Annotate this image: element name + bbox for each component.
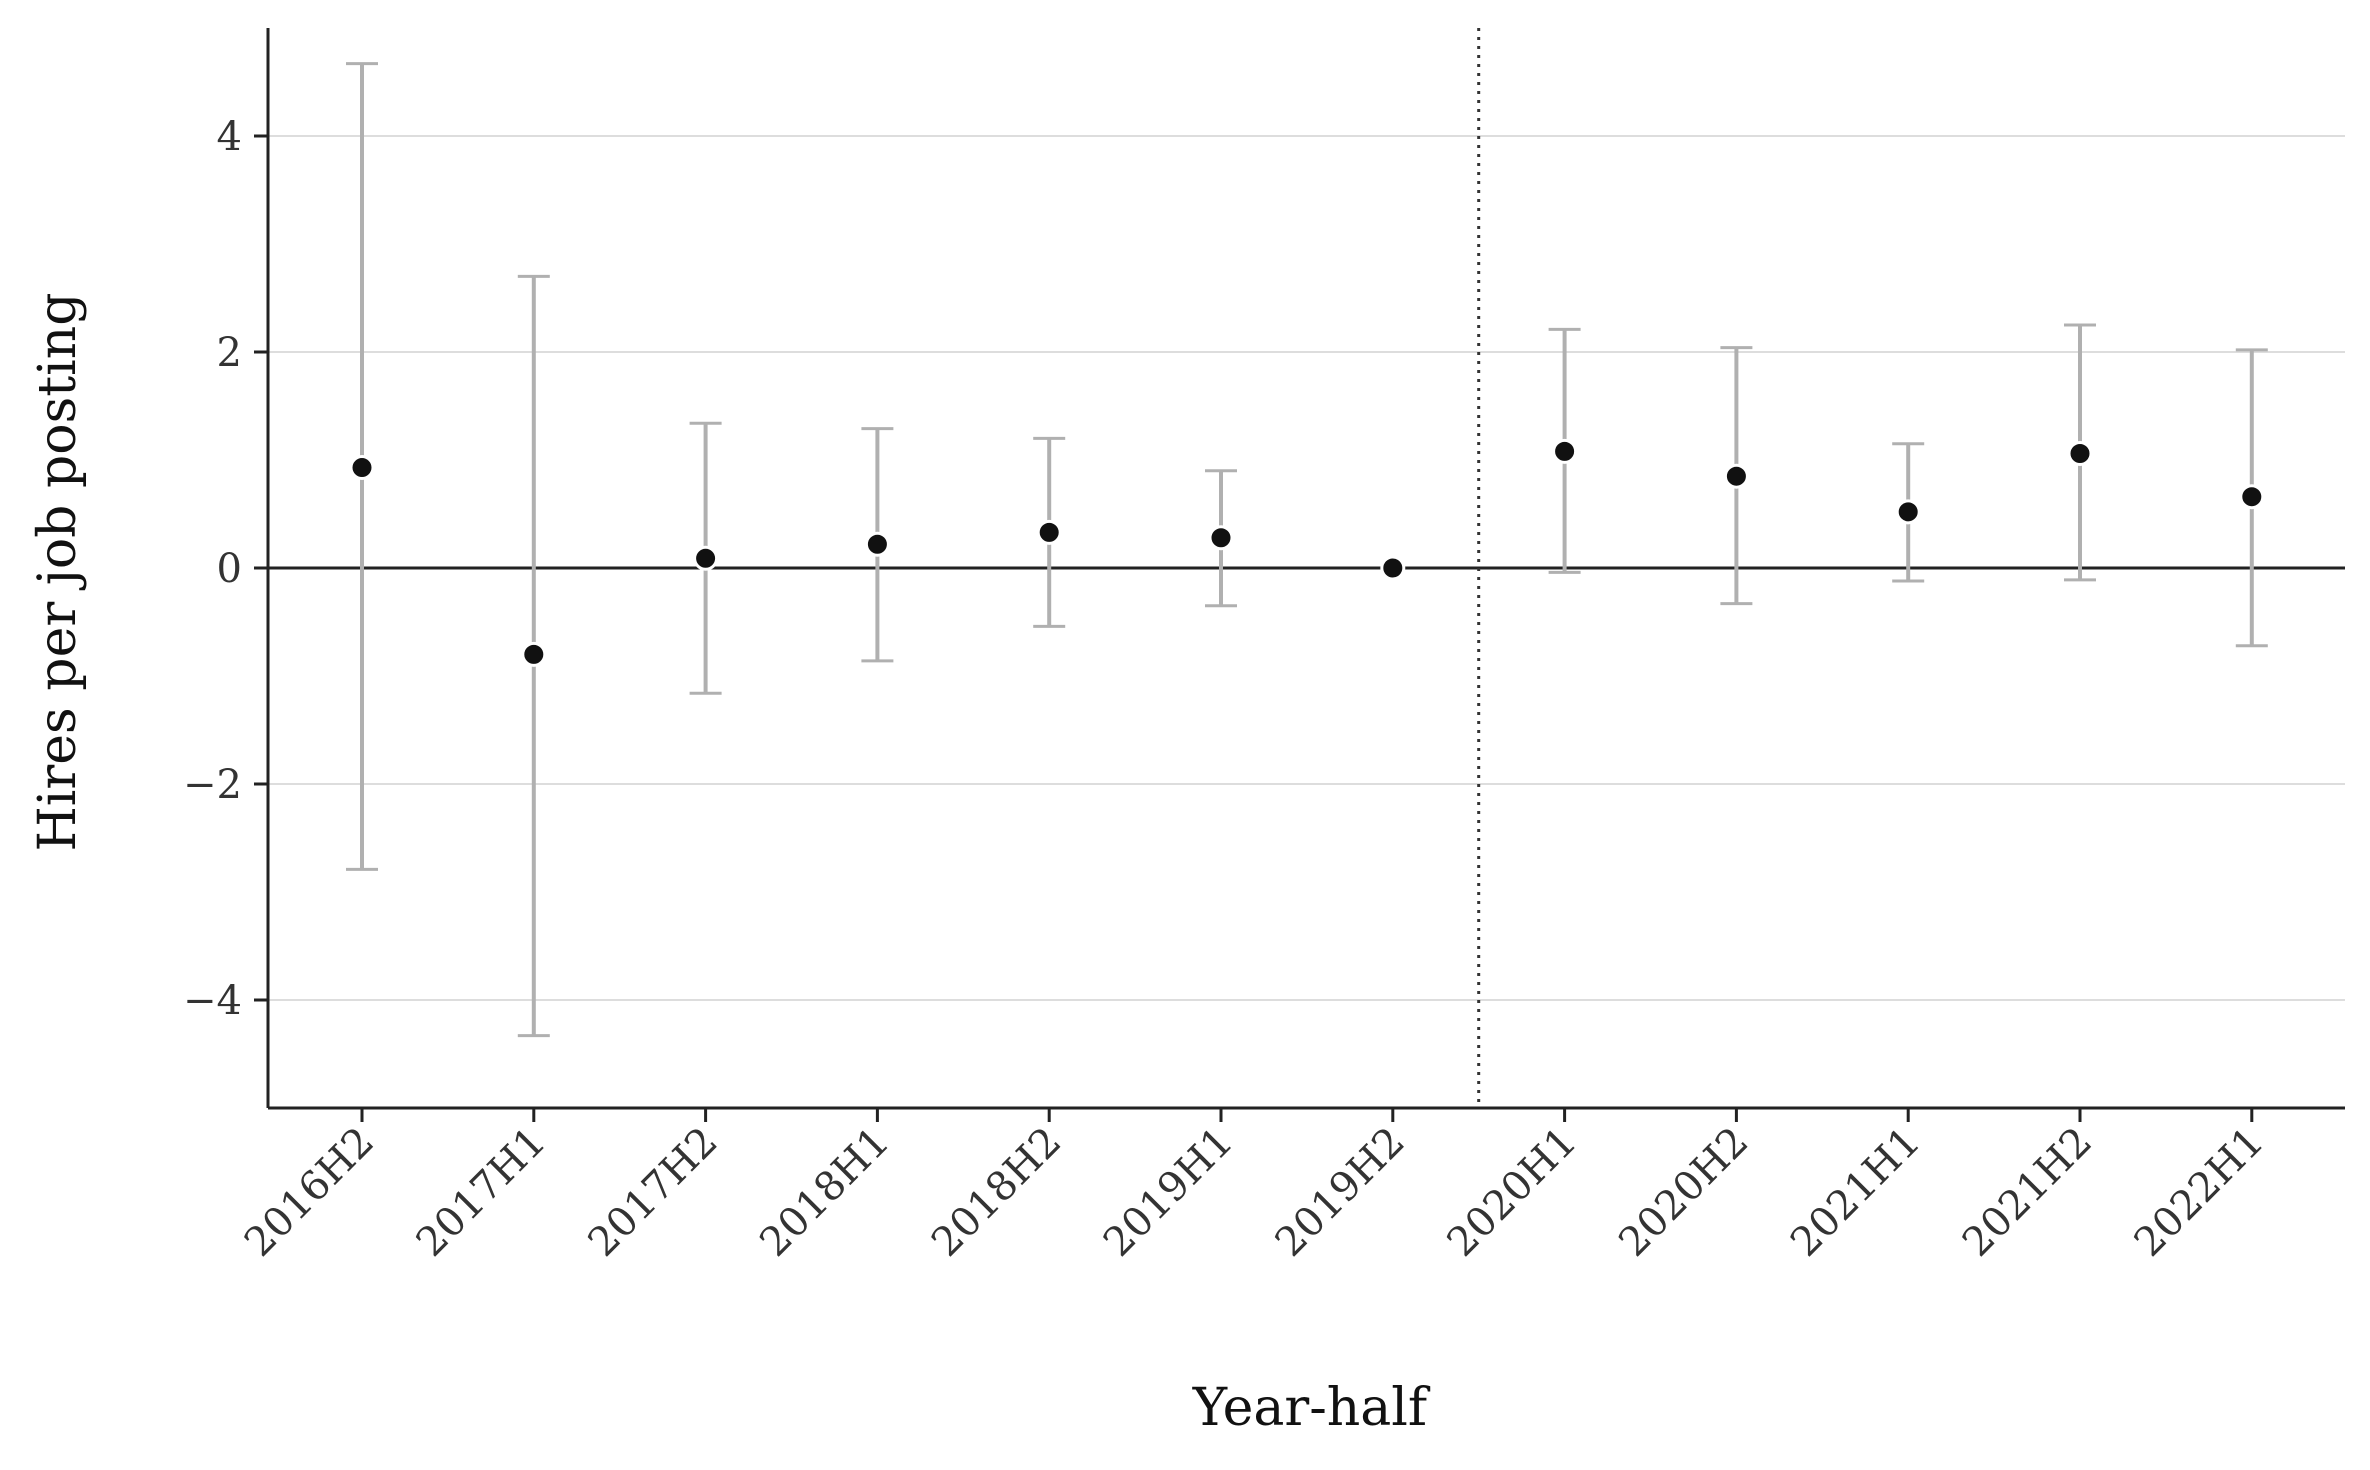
x-tick-label: 2021H2 [1954, 1119, 2101, 1266]
x-tick-label: 2021H1 [1782, 1119, 1929, 1266]
error-bars [346, 62, 2268, 1038]
data-point [1552, 438, 1578, 464]
data-point [1895, 499, 1921, 525]
data-point [1036, 519, 1062, 545]
x-ticks: 2016H2 2017H1 2017H2 2018H1 2018H2 2019H1 2019… [236, 1108, 2273, 1266]
x-tick-label: 2016H2 [236, 1119, 383, 1266]
data-point [1208, 525, 1234, 551]
data-point [1723, 463, 1749, 489]
x-tick-label: 2020H2 [1610, 1119, 1757, 1266]
x-tick-label: 2018H1 [751, 1119, 898, 1266]
data-points [349, 438, 2265, 667]
data-point [521, 641, 547, 667]
data-point [2239, 484, 2265, 510]
data-point [2067, 441, 2093, 467]
y-tick-label: 0 [217, 546, 242, 592]
x-tick-label: 2017H1 [408, 1119, 555, 1266]
data-point [1380, 555, 1406, 581]
y-axis-title: Hires per job posting [28, 292, 88, 851]
y-tick-label: −2 [183, 762, 242, 808]
x-tick-label: 2020H1 [1438, 1119, 1585, 1266]
data-point [349, 455, 375, 481]
x-tick-label: 2022H1 [2126, 1119, 2273, 1266]
x-tick-label: 2019H2 [1267, 1119, 1414, 1266]
x-tick-label: 2018H2 [923, 1119, 1070, 1266]
y-tick-label: 2 [217, 330, 242, 376]
data-point [864, 531, 890, 557]
x-tick-label: 2019H1 [1095, 1119, 1242, 1266]
data-point [693, 545, 719, 571]
x-axis-title: Year-half [1192, 1378, 1431, 1438]
y-tick-label: 4 [217, 114, 242, 160]
y-ticks: −4 −2 0 2 4 [183, 114, 268, 1024]
y-tick-label: −4 [183, 978, 242, 1024]
x-tick-label: 2017H2 [579, 1119, 726, 1266]
